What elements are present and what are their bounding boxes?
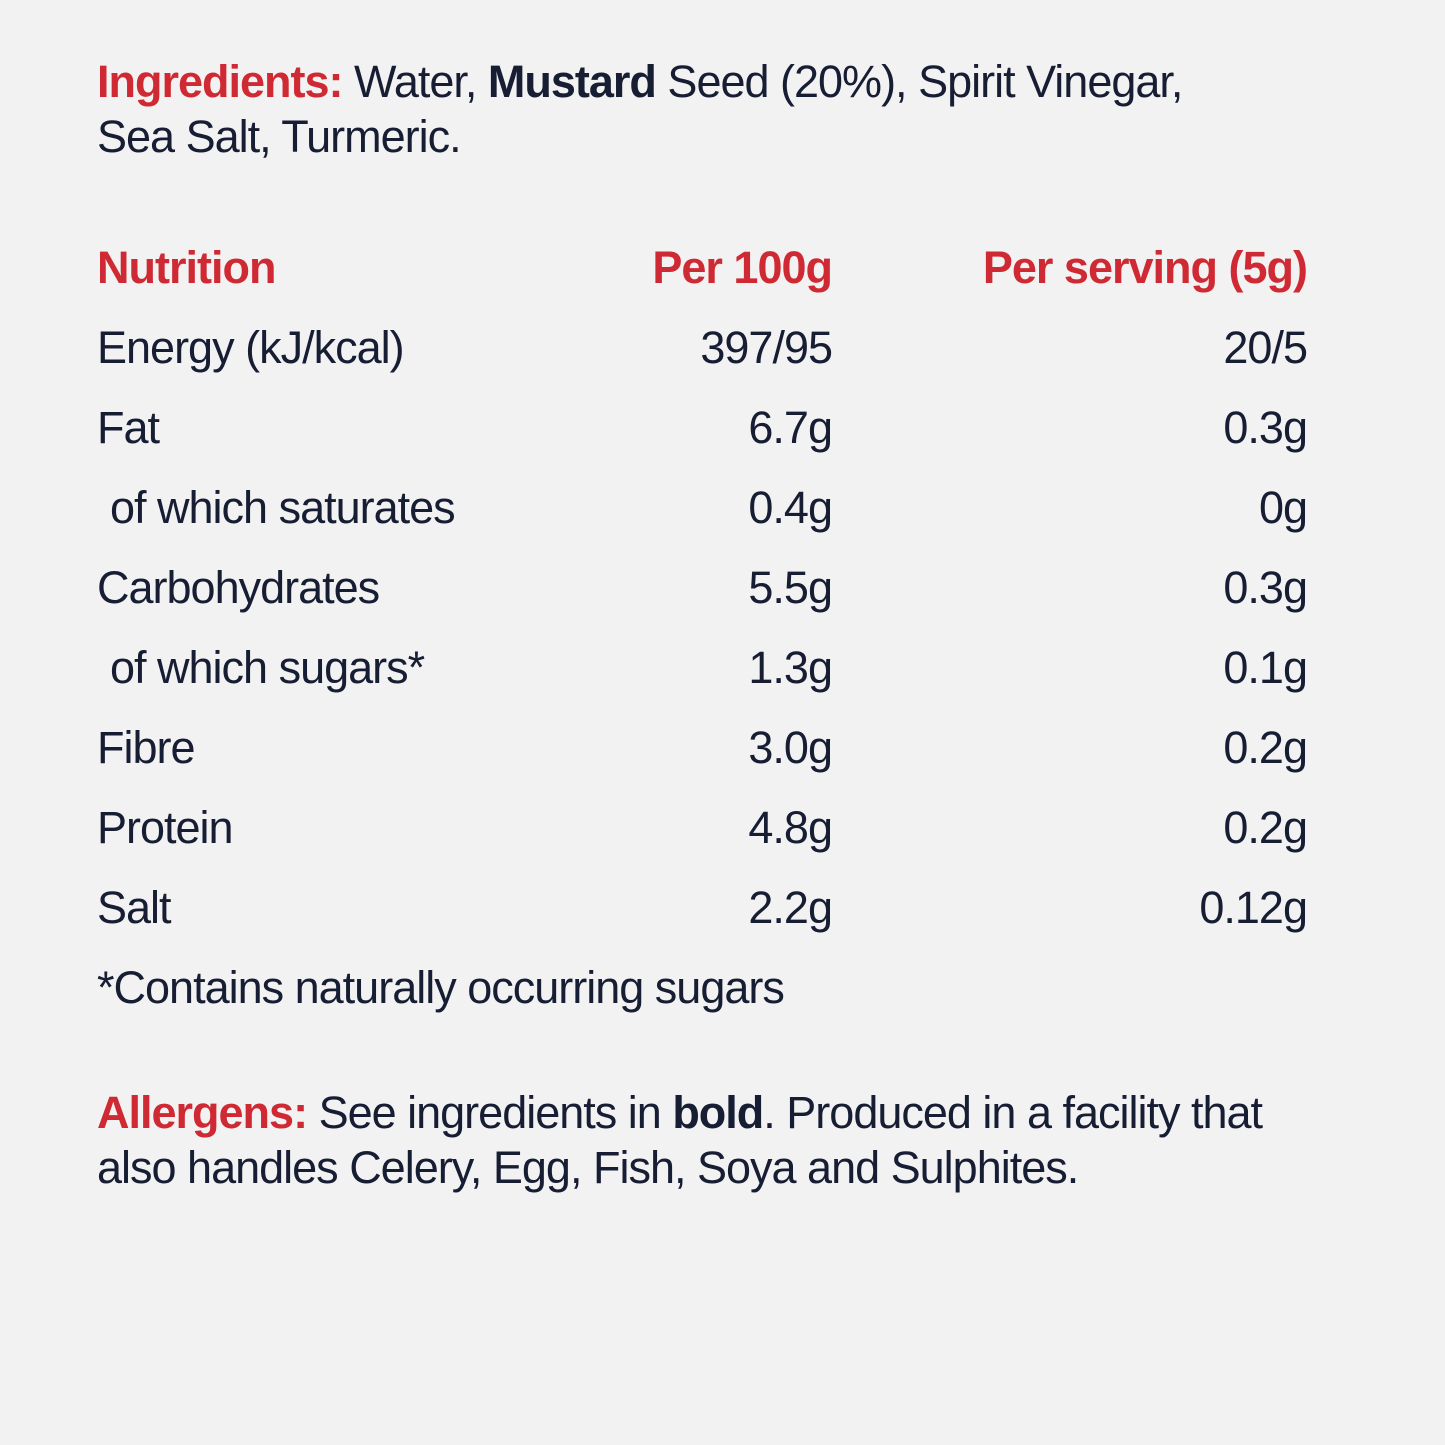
row-label: Fat [97,402,160,453]
per-100g-value: 4.8g [748,802,833,853]
per-serving-value: 0.3g [1223,402,1308,453]
row-label: Protein [97,802,234,853]
nutrition-table: Nutrition Per 100g Per serving (5g) Ener… [97,228,1308,1028]
per-serving-value: 0.12g [1199,882,1308,933]
row-label: Salt [97,882,172,933]
ingredients-paragraph: Ingredients: Water, Mustard Seed (20%), … [97,54,1307,164]
row-label: of which saturates [110,482,456,533]
ingredients-label: Ingredients: [97,56,355,107]
per-serving-value: 0.3g [1223,562,1308,613]
allergens-text-start: See ingredients in [318,1087,673,1138]
per-serving-value: 0.2g [1223,722,1308,773]
per-serving-value: 0g [1258,482,1308,533]
row-label: Carbohydrates [97,562,380,613]
per-serving-value: 20/5 [1223,322,1308,373]
nutrition-title: Nutrition [97,242,276,293]
row-label: of which sugars* [110,642,425,693]
allergens-paragraph: Allergens: See ingredients in bold. Prod… [97,1085,1307,1195]
per-serving-value: 0.2g [1223,802,1308,853]
ingredients-text-start: Water, [354,56,488,107]
per-serving-header: Per serving (5g) [982,242,1308,293]
ingredients-allergen-bold: Mustard [487,56,657,107]
allergens-bold-word: bold [672,1087,764,1138]
per-100g-value: 1.3g [748,642,833,693]
label-content: Ingredients: Water, Mustard Seed (20%), … [97,54,1308,1195]
per-100g-value: 0.4g [748,482,833,533]
allergens-label: Allergens: [97,1087,319,1138]
row-label: Fibre [97,722,196,773]
allergens-text-end: . Produced in a facility that also handl… [97,1087,1263,1193]
per-100g-value: 3.0g [748,722,833,773]
per-100g-value: 2.2g [748,882,833,933]
ingredients-text-end: Seed (20%), Spirit Vinegar, Sea Salt, Tu… [97,56,1183,162]
per-100g-value: 6.7g [748,402,833,453]
per-serving-value: 0.1g [1223,642,1308,693]
per-100g-header: Per 100g [652,242,833,293]
sugars-footnote: *Contains naturally occurring sugars [97,962,785,1013]
per-100g-value: 5.5g [748,562,833,613]
per-100g-value: 397/95 [700,322,833,373]
row-label: Energy (kJ/kcal) [97,322,405,373]
